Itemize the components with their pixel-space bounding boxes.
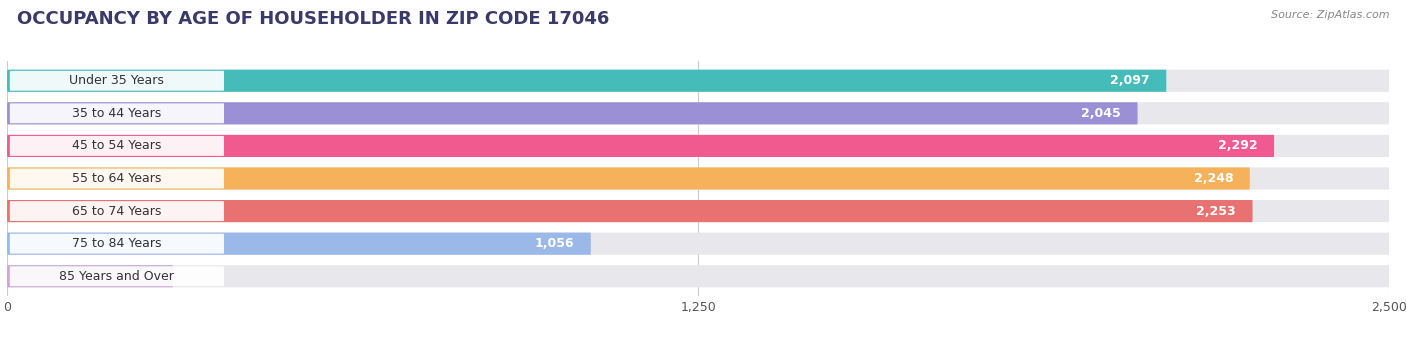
Text: 2,253: 2,253 <box>1197 205 1236 218</box>
Text: 55 to 64 Years: 55 to 64 Years <box>72 172 162 185</box>
FancyBboxPatch shape <box>7 167 1389 190</box>
FancyBboxPatch shape <box>7 233 1389 255</box>
FancyBboxPatch shape <box>7 233 591 255</box>
Text: 35 to 44 Years: 35 to 44 Years <box>72 107 162 120</box>
FancyBboxPatch shape <box>7 200 1253 222</box>
Text: 75 to 84 Years: 75 to 84 Years <box>72 237 162 250</box>
FancyBboxPatch shape <box>10 169 224 188</box>
FancyBboxPatch shape <box>10 266 224 286</box>
Text: OCCUPANCY BY AGE OF HOUSEHOLDER IN ZIP CODE 17046: OCCUPANCY BY AGE OF HOUSEHOLDER IN ZIP C… <box>17 10 609 28</box>
FancyBboxPatch shape <box>7 102 1389 124</box>
Text: 45 to 54 Years: 45 to 54 Years <box>72 139 162 152</box>
Text: 300: 300 <box>131 270 156 283</box>
FancyBboxPatch shape <box>7 135 1274 157</box>
FancyBboxPatch shape <box>10 234 224 254</box>
FancyBboxPatch shape <box>7 265 173 287</box>
FancyBboxPatch shape <box>7 167 1250 190</box>
FancyBboxPatch shape <box>10 136 224 156</box>
FancyBboxPatch shape <box>7 265 1389 287</box>
FancyBboxPatch shape <box>7 200 1389 222</box>
FancyBboxPatch shape <box>10 71 224 91</box>
FancyBboxPatch shape <box>7 102 1137 124</box>
Text: 65 to 74 Years: 65 to 74 Years <box>72 205 162 218</box>
Text: 1,056: 1,056 <box>534 237 574 250</box>
Text: 2,292: 2,292 <box>1218 139 1257 152</box>
Text: Source: ZipAtlas.com: Source: ZipAtlas.com <box>1271 10 1389 20</box>
FancyBboxPatch shape <box>7 70 1389 92</box>
Text: 2,248: 2,248 <box>1194 172 1233 185</box>
FancyBboxPatch shape <box>7 70 1167 92</box>
FancyBboxPatch shape <box>10 103 224 123</box>
FancyBboxPatch shape <box>10 201 224 221</box>
Text: Under 35 Years: Under 35 Years <box>69 74 165 87</box>
Text: 2,045: 2,045 <box>1081 107 1121 120</box>
Text: 2,097: 2,097 <box>1111 74 1150 87</box>
Text: 85 Years and Over: 85 Years and Over <box>59 270 174 283</box>
FancyBboxPatch shape <box>7 135 1389 157</box>
